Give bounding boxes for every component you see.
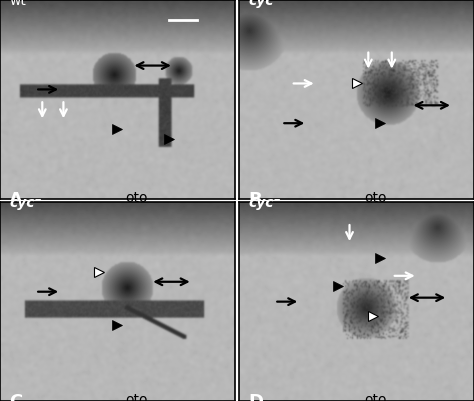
Text: A: A [9, 191, 23, 209]
Text: oto: oto [364, 393, 387, 401]
Text: D: D [248, 393, 264, 401]
Text: oto: oto [125, 393, 147, 401]
Text: oto: oto [125, 191, 147, 205]
Text: wt: wt [9, 0, 26, 8]
Text: cyc⁻: cyc⁻ [248, 196, 282, 210]
Text: cyc⁻: cyc⁻ [248, 0, 282, 8]
Text: C: C [9, 393, 23, 401]
Text: oto: oto [364, 191, 387, 205]
Text: cyc⁻: cyc⁻ [9, 196, 42, 210]
Text: B: B [248, 191, 262, 209]
